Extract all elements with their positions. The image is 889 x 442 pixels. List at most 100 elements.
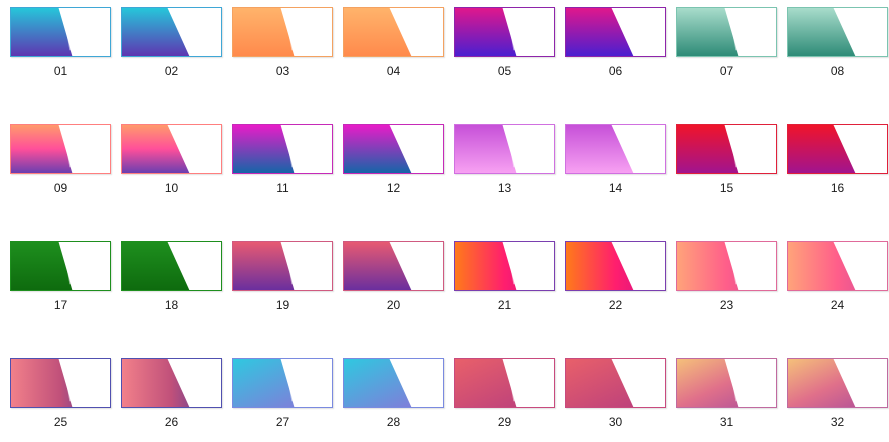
- gradient-graphic: [455, 8, 554, 56]
- thumbnail-label: 23: [719, 298, 734, 312]
- accent-sliver: [506, 245, 516, 285]
- thumbnail-item[interactable]: 13: [453, 124, 556, 208]
- thumbnail-item[interactable]: 02: [120, 7, 223, 91]
- gradient-graphic: [788, 359, 887, 407]
- white-cut-shape: [611, 242, 665, 290]
- gradient-graphic: [344, 242, 443, 290]
- thumbnail-item[interactable]: 10: [120, 124, 223, 208]
- gradient-graphic: [11, 8, 110, 56]
- white-cut-shape: [502, 125, 554, 173]
- gradient-graphic: [677, 8, 776, 56]
- thumbnail-image: [232, 124, 333, 174]
- thumbnail-item[interactable]: 04: [342, 7, 445, 91]
- white-cut-shape: [611, 125, 665, 173]
- gradient-graphic: [11, 125, 110, 173]
- gradient-graphic: [788, 8, 887, 56]
- thumbnail-image: [454, 241, 555, 291]
- gradient-graphic: [233, 125, 332, 173]
- thumbnail-item[interactable]: 01: [9, 7, 112, 91]
- thumbnail-item[interactable]: 16: [786, 124, 889, 208]
- thumbnail-label: 12: [386, 181, 401, 195]
- thumbnail-item[interactable]: 20: [342, 241, 445, 325]
- white-cut-shape: [833, 242, 887, 290]
- thumbnail-item[interactable]: 11: [231, 124, 334, 208]
- accent-sliver: [506, 128, 516, 168]
- thumbnail-item[interactable]: 24: [786, 241, 889, 325]
- gradient-graphic: [455, 125, 554, 173]
- gradient-graphic: [344, 8, 443, 56]
- thumbnail-item[interactable]: 27: [231, 358, 334, 442]
- thumbnail-item[interactable]: 14: [564, 124, 667, 208]
- thumbnail-image: [454, 7, 555, 57]
- thumbnail-image: [676, 7, 777, 57]
- thumbnail-item[interactable]: 15: [675, 124, 778, 208]
- thumbnail-image: [787, 124, 888, 174]
- white-cut-shape: [58, 359, 110, 407]
- thumbnail-item[interactable]: 08: [786, 7, 889, 91]
- white-cut-shape: [389, 125, 443, 173]
- gradient-graphic: [455, 359, 554, 407]
- white-cut-shape: [724, 359, 776, 407]
- gradient-graphic: [122, 359, 221, 407]
- thumbnail-label: 17: [53, 298, 68, 312]
- thumbnail-item[interactable]: 26: [120, 358, 223, 442]
- thumbnail-label: 31: [719, 415, 734, 429]
- thumbnail-label: 11: [276, 181, 289, 195]
- thumbnail-item[interactable]: 03: [231, 7, 334, 91]
- thumbnail-item[interactable]: 28: [342, 358, 445, 442]
- white-cut-shape: [724, 8, 776, 56]
- thumbnail-label: 03: [275, 64, 290, 78]
- white-cut-shape: [58, 125, 110, 173]
- thumbnail-item[interactable]: 22: [564, 241, 667, 325]
- accent-sliver: [506, 11, 516, 51]
- thumbnail-image: [676, 358, 777, 408]
- thumbnail-item[interactable]: 19: [231, 241, 334, 325]
- thumbnail-item[interactable]: 18: [120, 241, 223, 325]
- accent-sliver: [62, 128, 72, 168]
- thumbnail-label: 08: [830, 64, 845, 78]
- thumbnail-item[interactable]: 06: [564, 7, 667, 91]
- white-cut-shape: [389, 8, 443, 56]
- accent-sliver: [284, 128, 294, 168]
- thumbnail-image: [121, 358, 222, 408]
- thumbnail-item[interactable]: 12: [342, 124, 445, 208]
- gradient-graphic: [566, 359, 665, 407]
- accent-sliver: [62, 245, 72, 285]
- thumbnail-item[interactable]: 07: [675, 7, 778, 91]
- thumbnail-item[interactable]: 21: [453, 241, 556, 325]
- thumbnail-item[interactable]: 29: [453, 358, 556, 442]
- thumbnail-image: [343, 241, 444, 291]
- thumbnail-item[interactable]: 30: [564, 358, 667, 442]
- thumbnail-label: 26: [164, 415, 179, 429]
- gradient-graphic: [122, 125, 221, 173]
- thumbnail-image: [565, 7, 666, 57]
- gradient-graphic: [566, 8, 665, 56]
- gradient-graphic: [455, 242, 554, 290]
- white-cut-shape: [58, 8, 110, 56]
- thumbnail-label: 19: [275, 298, 290, 312]
- thumbnail-item[interactable]: 31: [675, 358, 778, 442]
- white-cut-shape: [280, 125, 332, 173]
- thumbnail-label: 04: [386, 64, 401, 78]
- gradient-graphic: [233, 359, 332, 407]
- thumbnail-item[interactable]: 32: [786, 358, 889, 442]
- gradient-graphic: [677, 242, 776, 290]
- thumbnail-label: 27: [275, 415, 290, 429]
- thumbnail-image: [676, 124, 777, 174]
- thumbnail-label: 10: [164, 181, 179, 195]
- gradient-graphic: [788, 125, 887, 173]
- thumbnail-image: [565, 124, 666, 174]
- thumbnail-image: [232, 7, 333, 57]
- thumbnail-label: 01: [53, 64, 68, 78]
- gradient-graphic: [677, 359, 776, 407]
- thumbnail-item[interactable]: 05: [453, 7, 556, 91]
- thumbnail-item[interactable]: 17: [9, 241, 112, 325]
- thumbnail-label: 07: [719, 64, 734, 78]
- accent-sliver: [728, 128, 738, 168]
- white-cut-shape: [167, 125, 221, 173]
- white-cut-shape: [167, 8, 221, 56]
- thumbnail-item[interactable]: 23: [675, 241, 778, 325]
- thumbnail-item[interactable]: 09: [9, 124, 112, 208]
- thumbnail-label: 25: [53, 415, 68, 429]
- thumbnail-item[interactable]: 25: [9, 358, 112, 442]
